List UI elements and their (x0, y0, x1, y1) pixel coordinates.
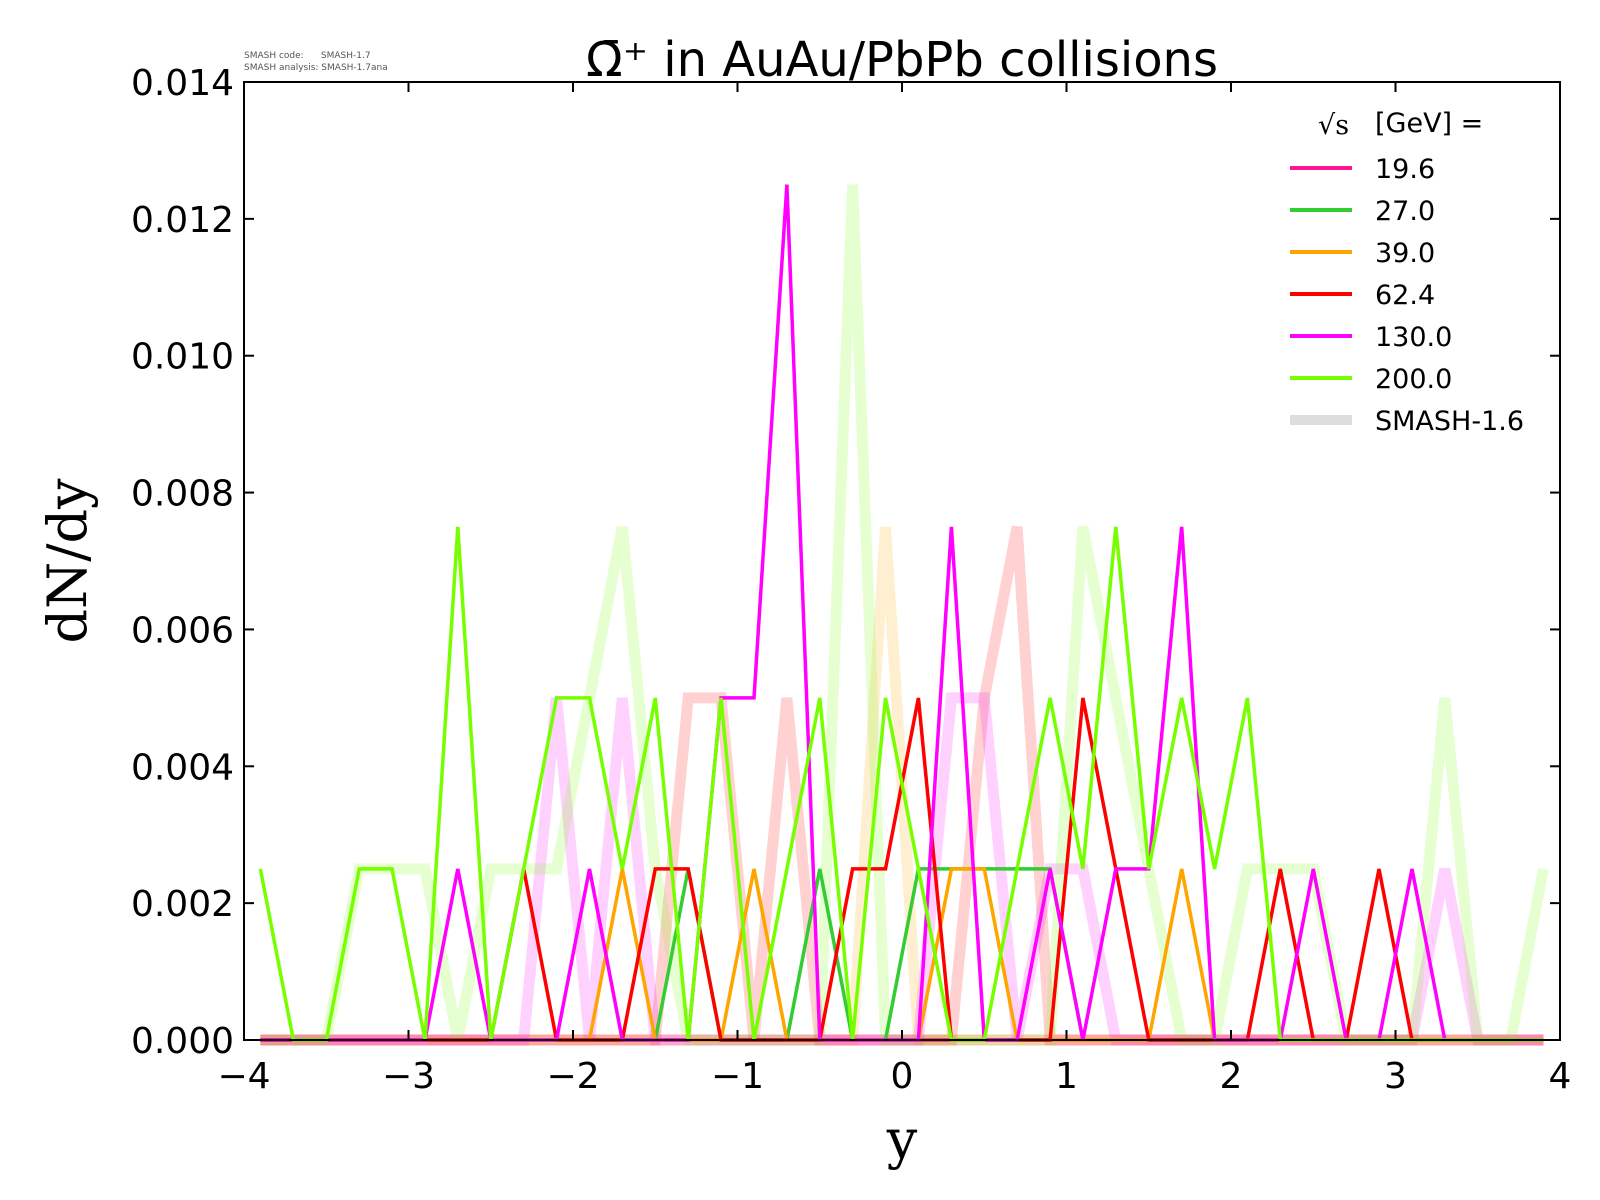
x-tick-label: −1 (711, 1056, 764, 1097)
watermark-code-version: SMASH code: SMASH-1.7 (244, 51, 371, 61)
legend-label: 200.0 (1375, 364, 1452, 395)
x-tick-label: 0 (891, 1056, 914, 1097)
y-tick-label: 0.004 (131, 747, 234, 788)
y-tick-label: 0.012 (131, 200, 234, 241)
y-axis-label: dN/dy (36, 478, 99, 644)
x-tick-label: −3 (382, 1056, 435, 1097)
series-layer (258, 184, 1544, 1042)
legend-title-sqrt: √s (1318, 110, 1349, 141)
legend: √s [GeV] = 19.6 27.0 39.0 62.4 130.0 200.0 SMA… (1290, 108, 1524, 437)
x-tick-label: 3 (1384, 1056, 1407, 1097)
legend-label: 39.0 (1375, 238, 1435, 269)
y-tick-label: 0.002 (131, 884, 234, 925)
legend-label: 130.0 (1375, 322, 1452, 353)
legend-label: 62.4 (1375, 280, 1435, 311)
y-tick-label: 0.008 (131, 474, 234, 515)
watermark-analysis-version: SMASH analysis: SMASH-1.7ana (244, 63, 388, 73)
x-axis-label: y (886, 1108, 918, 1171)
y-tick-label: 0.006 (131, 610, 234, 651)
legend-label: 19.6 (1375, 154, 1435, 185)
y-tick-label: 0.014 (131, 63, 234, 104)
legend-label: 27.0 (1375, 196, 1435, 227)
x-tick-label: 2 (1220, 1056, 1243, 1097)
x-tick-label: 4 (1549, 1056, 1572, 1097)
x-tick-label: −2 (546, 1056, 599, 1097)
plot-frame (243, 81, 1561, 1041)
legend-label: SMASH-1.6 (1375, 406, 1524, 437)
x-tick-label: 1 (1055, 1056, 1078, 1097)
chart-title: Ω̄⁺ in AuAu/PbPb collisions (586, 32, 1218, 88)
legend-title: [GeV] = (1375, 108, 1483, 139)
legend-items: 19.6 27.0 39.0 62.4 130.0 200.0 SMASH-1.6 (1290, 154, 1524, 437)
y-tick-label: 0.000 (131, 1021, 234, 1062)
y-tick-label: 0.010 (131, 337, 234, 378)
x-tick-label: −4 (217, 1056, 270, 1097)
ticks-layer: −4 −3 −2 −1 0 1 2 3 4 0.000 0.002 0.004 0.006 0.008 0.… (131, 63, 1572, 1097)
